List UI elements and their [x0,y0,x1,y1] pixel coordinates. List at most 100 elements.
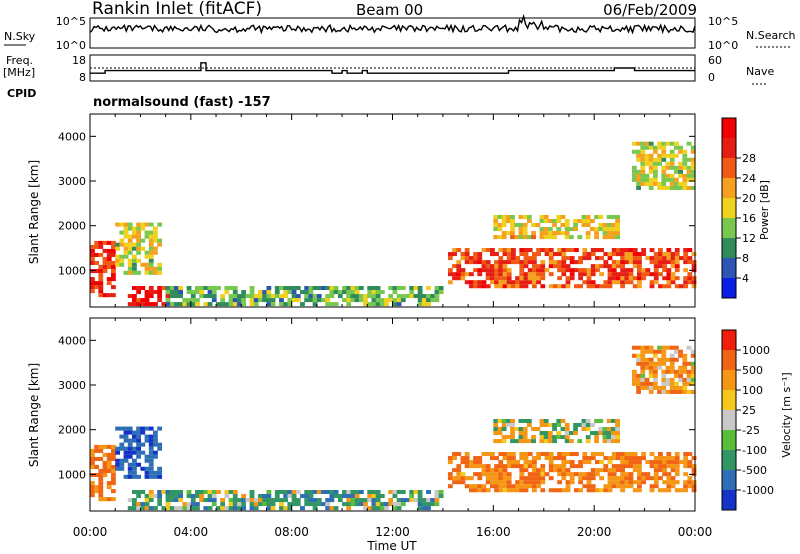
power-cell [98,244,104,249]
power-cell [485,264,491,269]
velocity-cell [228,498,234,503]
velocity-cell [354,498,360,503]
velocity-cell [547,422,553,428]
power-cell [611,248,617,253]
velocity-cell [111,452,116,457]
velocity-cell [631,353,637,358]
velocity-cell [102,464,108,470]
power-cell [477,252,483,257]
velocity-cell [90,481,95,486]
velocity-cell [485,468,491,473]
velocity-cell [123,438,129,443]
noise-right-tick-top: 10^5 [708,15,738,28]
power-cell [669,177,675,182]
velocity-cell [683,480,689,485]
velocity-cell [502,452,508,457]
velocity-cell [673,381,679,386]
power-cell [522,227,528,232]
power-cell [561,272,567,277]
power-cell [111,293,116,298]
power-cell [510,284,516,289]
power-cell [522,223,528,228]
velocity-cell [148,494,154,499]
power-cell [602,227,608,232]
velocity-cell [481,488,487,493]
velocity-cell [631,345,637,350]
velocity-cell [473,464,478,469]
power-cell [536,252,541,257]
power-cell [157,270,163,275]
velocity-cell [207,490,213,495]
power-cell [531,264,537,269]
velocity-cell [644,381,650,386]
power-cell [287,302,293,307]
power-cell [127,242,133,247]
power-cell [666,268,672,273]
frequency-line [90,62,695,74]
power-cell [682,149,688,154]
power-cell [375,286,381,291]
power-cell [586,256,592,261]
velocity-cell [644,361,650,366]
power-cell [388,298,394,303]
power-cell [456,260,462,265]
power-cell [304,290,310,295]
power-cell [531,223,536,228]
power-cell [595,248,600,253]
power-cell [540,248,546,253]
power-cell [637,264,642,269]
power-cell [527,260,533,265]
velocity-cell [174,506,179,511]
velocity-cell [543,422,549,428]
power-cell [460,276,466,281]
velocity-cell [195,506,200,511]
velocity-cell [157,490,163,495]
velocity-cell [426,506,431,511]
power-cell [438,286,444,291]
velocity-cell [211,498,217,503]
velocity-cell [148,506,154,511]
velocity-cell [658,460,663,465]
power-cell [375,302,381,307]
velocity-cell [669,389,675,394]
power-cell [690,145,696,150]
power-cell [506,280,512,285]
power-cell [460,272,466,277]
velocity-cell [211,502,217,507]
velocity-cell [494,480,499,485]
velocity-cell [552,456,558,461]
power-cell [111,252,116,257]
power-cell [123,250,129,255]
velocity-cell [573,422,578,428]
power-cell [611,276,617,281]
velocity-cell [447,456,453,461]
velocity-cell [573,431,578,436]
power-cell [186,302,192,307]
power-cell [624,276,630,281]
power-cell [106,256,112,261]
velocity-cell [220,502,226,507]
velocity-cell [371,490,377,495]
power-cell [653,260,659,265]
power-cell [691,252,697,257]
colorbar-tick-label: 25 [742,404,756,417]
velocity-cell [481,472,487,477]
power-cell [505,214,511,219]
velocity-cell [628,452,634,457]
velocity-cell [653,464,659,469]
velocity-cell [678,369,683,374]
velocity-cell [518,431,524,436]
power-cell [144,302,150,307]
power-cell [552,223,557,228]
power-cell [536,280,541,285]
velocity-cell [144,506,150,511]
power-cell [666,252,672,257]
power-cell [661,173,667,178]
velocity-cell [682,369,688,374]
power-cell [616,280,621,285]
velocity-cell [543,435,549,440]
velocity-cell [220,506,226,511]
velocity-cell [616,464,621,469]
velocity-cell [548,460,554,465]
velocity-cell [687,452,693,457]
